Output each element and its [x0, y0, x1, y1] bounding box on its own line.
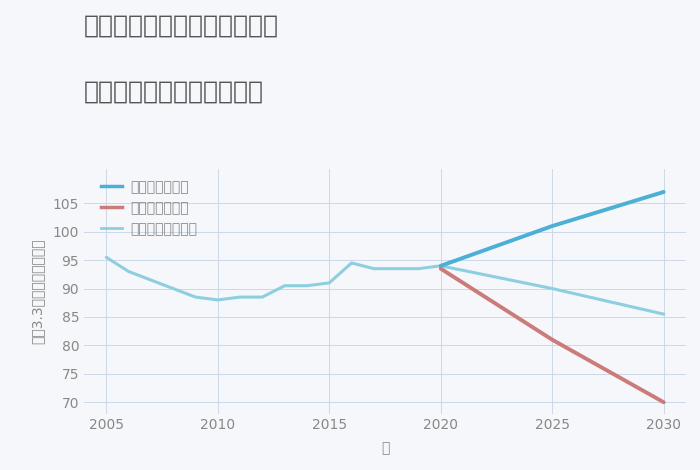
X-axis label: 年: 年 [381, 441, 389, 455]
Y-axis label: 坪（3.3㎡）単価（万円）: 坪（3.3㎡）単価（万円） [30, 239, 44, 344]
Legend: グッドシナリオ, バッドシナリオ, ノーマルシナリオ: グッドシナリオ, バッドシナリオ, ノーマルシナリオ [97, 176, 202, 240]
Text: 三重県多気郡大台町下三瀬の: 三重県多気郡大台町下三瀬の [84, 14, 279, 38]
Text: 中古マンションの価格推移: 中古マンションの価格推移 [84, 80, 264, 104]
